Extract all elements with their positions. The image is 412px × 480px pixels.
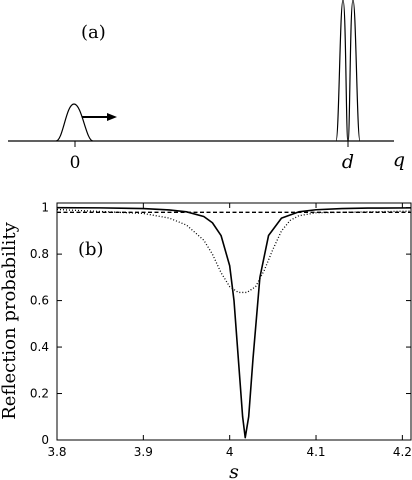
panel-b-label: (b) (78, 239, 104, 260)
x-tick-label: 4.1 (306, 445, 325, 459)
x-axis-label: s (229, 461, 239, 480)
panel-a-schematic: 0 d q (a) (8, 0, 405, 173)
tick-label-d: d (342, 151, 354, 173)
y-tick-label: 0 (41, 433, 49, 447)
series-line-dotted (56, 208, 412, 294)
x-tick-label: 4.2 (393, 445, 412, 459)
tick-label-zero: 0 (70, 153, 81, 173)
double-barrier (335, 0, 361, 142)
x-tick-label: 3.9 (134, 445, 153, 459)
plot-frame (56, 202, 412, 441)
x-ticks: 3.8 3.9 4 4.1 4.2 (47, 203, 412, 459)
panel-b-chart: 3.8 3.9 4 4.1 4.2 0 0.2 0.4 0.6 0.8 1 (b) s Refle… (0, 201, 412, 480)
y-tick-label: 0.8 (30, 247, 49, 261)
arrow-icon (107, 113, 117, 121)
x-tick-label: 3.8 (47, 445, 66, 459)
y-tick-label: 0.2 (30, 387, 49, 401)
y-tick-label: 1 (41, 201, 49, 215)
series-line-solid (56, 206, 412, 439)
y-ticks: 0 0.2 0.4 0.6 0.8 1 (30, 201, 411, 447)
q-axis-label: q (393, 149, 405, 171)
y-axis-label: Reflection probability (0, 221, 20, 419)
y-tick-label: 0.6 (30, 294, 49, 308)
panel-a-label: (a) (81, 22, 106, 43)
series-group (56, 206, 412, 439)
x-tick-label: 4 (226, 445, 234, 459)
y-tick-label: 0.4 (30, 340, 49, 354)
wave-packet (55, 103, 94, 142)
